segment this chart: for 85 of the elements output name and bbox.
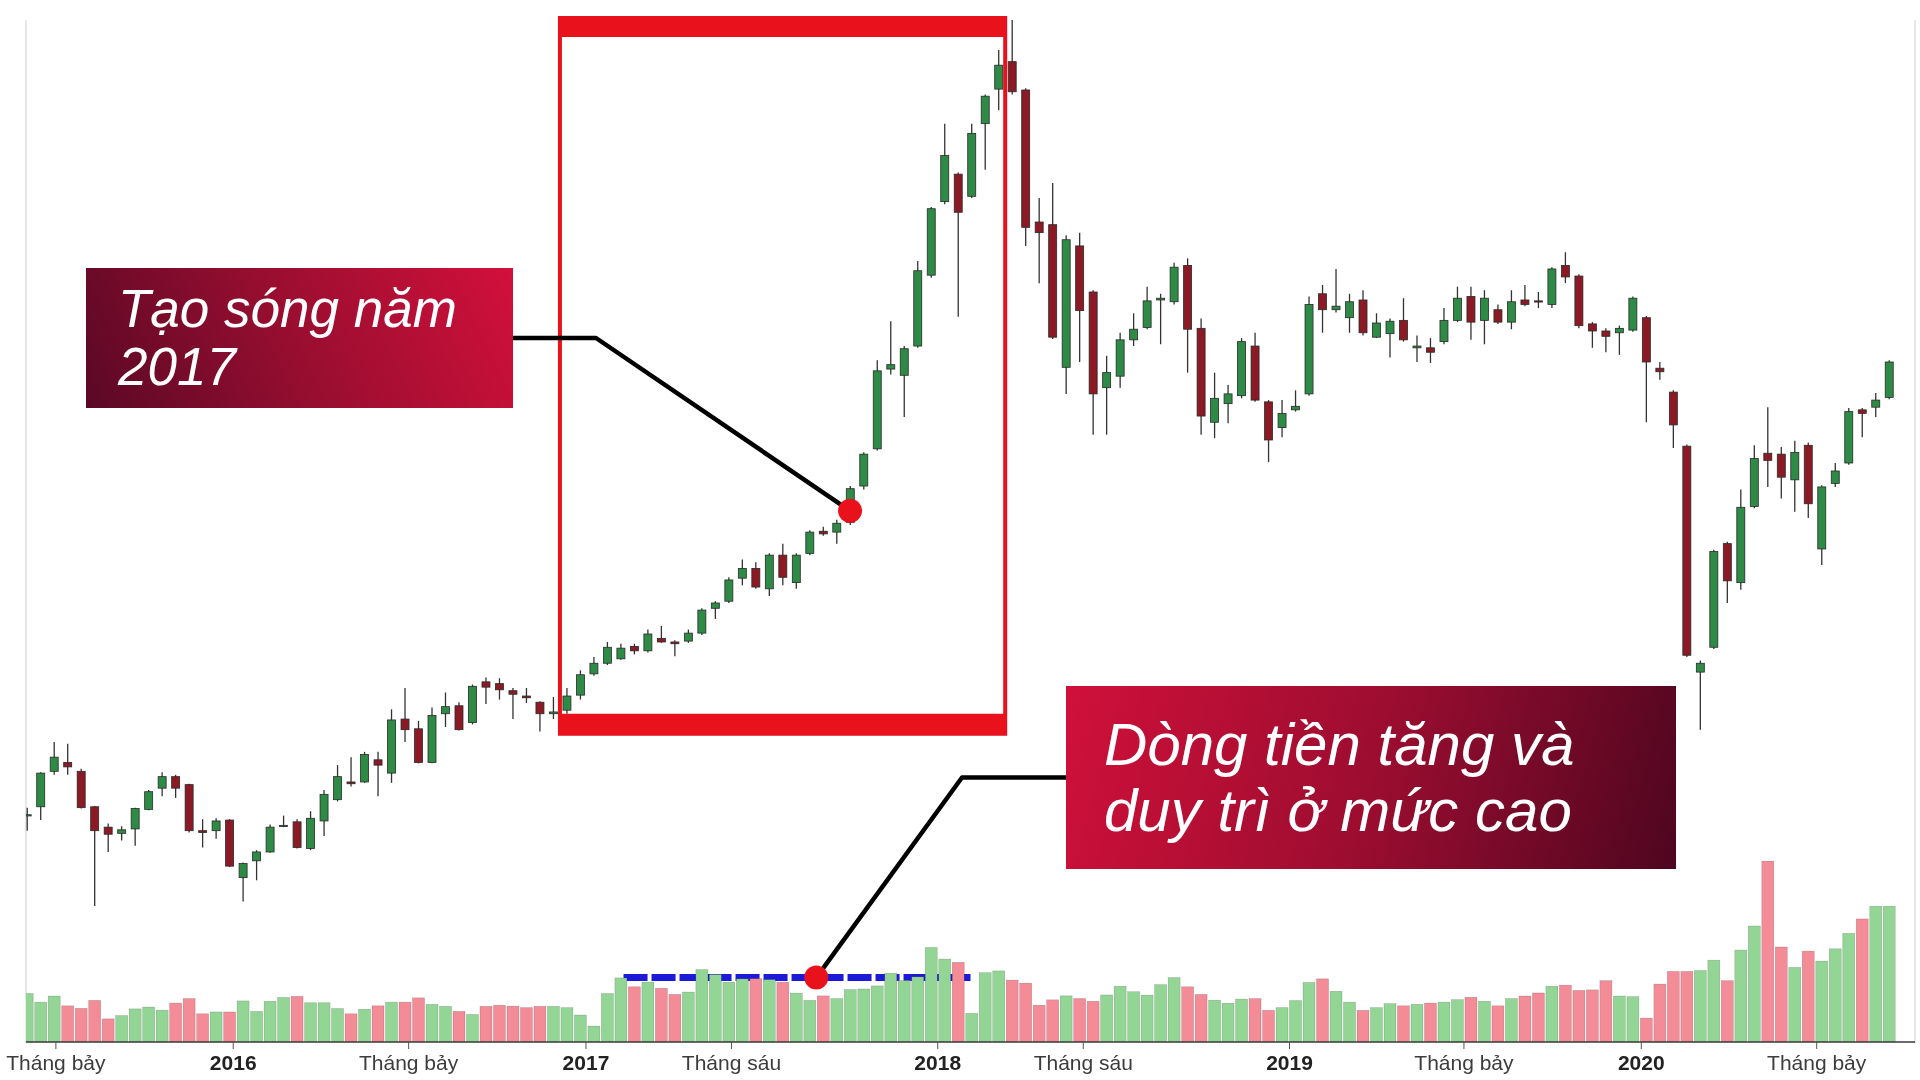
candlestick xyxy=(1156,293,1166,345)
candlestick xyxy=(1318,284,1327,334)
candlestick xyxy=(1385,317,1395,359)
candlestick xyxy=(508,687,518,720)
candlestick xyxy=(1277,399,1287,438)
candlestick xyxy=(1520,284,1530,307)
candlestick xyxy=(1614,325,1624,356)
candlestick xyxy=(130,807,140,847)
candlestick xyxy=(1871,392,1881,418)
candlestick xyxy=(724,576,734,604)
candlestick xyxy=(886,320,896,376)
candlestick xyxy=(1857,407,1867,438)
candlestick xyxy=(1129,312,1139,347)
x-tick-label: 2020 xyxy=(1617,1051,1665,1074)
candlestick xyxy=(1776,446,1786,500)
candlestick xyxy=(1331,268,1341,314)
annotation: Dòng tiền tăng và duy trì ở mức cao xyxy=(1104,710,1576,844)
candlestick xyxy=(49,741,59,776)
candlestick xyxy=(1587,321,1597,349)
candlestick xyxy=(1372,312,1381,339)
candlestick xyxy=(198,818,208,849)
candlestick xyxy=(1655,361,1665,381)
candlestick xyxy=(333,764,342,803)
candlestick xyxy=(670,639,680,657)
x-tick-label: Tháng bảy xyxy=(6,1051,106,1074)
annotation: Tạo sóng năm 2017 xyxy=(118,278,458,397)
x-tick-label: Tháng sáu xyxy=(1033,1051,1133,1074)
candlestick xyxy=(63,743,73,776)
candlestick xyxy=(454,701,464,732)
candlestick xyxy=(103,822,113,853)
candlestick xyxy=(603,641,612,666)
candlestick xyxy=(1034,197,1044,284)
candlestick xyxy=(576,669,585,701)
x-tick-label: 2016 xyxy=(209,1051,257,1074)
candlestick xyxy=(1291,389,1300,413)
candlestick xyxy=(1102,355,1112,436)
x-tick-label: Tháng sáu xyxy=(681,1051,782,1074)
candlestick xyxy=(1223,384,1233,424)
candlestick xyxy=(1399,297,1408,343)
candlestick xyxy=(1763,406,1773,488)
candlestick xyxy=(1507,289,1516,330)
candlestick xyxy=(589,656,599,677)
candlestick xyxy=(495,677,504,701)
candlestick xyxy=(157,771,167,797)
callout-box: Tạo sóng năm 2017 xyxy=(86,268,513,408)
candlestick xyxy=(697,607,707,636)
x-tick-label: Tháng bảy xyxy=(1414,1051,1515,1074)
candlestick xyxy=(400,687,410,743)
x-tick-label: 2017 xyxy=(562,1051,610,1074)
candlestick xyxy=(1412,334,1422,363)
candlestick xyxy=(90,805,100,907)
candlestick xyxy=(211,817,221,840)
callout-box: Dòng tiền tăng và duy trì ở mức cao xyxy=(1066,686,1676,869)
candlestick xyxy=(171,774,181,799)
candlestick xyxy=(1493,303,1503,325)
candlestick xyxy=(737,558,747,586)
candlestick xyxy=(1561,251,1570,284)
candlestick xyxy=(1480,289,1489,345)
candlestick xyxy=(1345,293,1354,334)
candlestick xyxy=(805,529,815,556)
candlestick xyxy=(1453,286,1462,323)
candlestick xyxy=(481,676,491,705)
candlestick xyxy=(252,849,261,881)
x-tick-label: Tháng bảy xyxy=(358,1051,459,1074)
candlestick xyxy=(441,691,450,728)
candlestick xyxy=(535,700,545,733)
x-tick-label: Tháng bảy xyxy=(1767,1051,1867,1074)
candlestick xyxy=(1439,307,1449,345)
candlestick xyxy=(778,542,788,586)
candlestick xyxy=(1830,462,1840,488)
candlestick xyxy=(643,628,653,654)
candlestick xyxy=(373,751,383,797)
candlestick xyxy=(346,756,356,788)
candlestick xyxy=(1695,659,1705,731)
candlestick xyxy=(832,519,842,545)
candlestick xyxy=(994,49,1004,112)
candlestick xyxy=(1601,327,1611,353)
x-tick-label: 2019 xyxy=(1266,1051,1313,1074)
x-tick-label: 2018 xyxy=(914,1051,962,1074)
candlestick xyxy=(238,861,248,903)
candlestick xyxy=(751,561,761,590)
candlestick xyxy=(549,696,558,720)
candlestick xyxy=(562,687,572,715)
candlestick xyxy=(1210,371,1219,439)
candlestick xyxy=(1426,337,1435,364)
